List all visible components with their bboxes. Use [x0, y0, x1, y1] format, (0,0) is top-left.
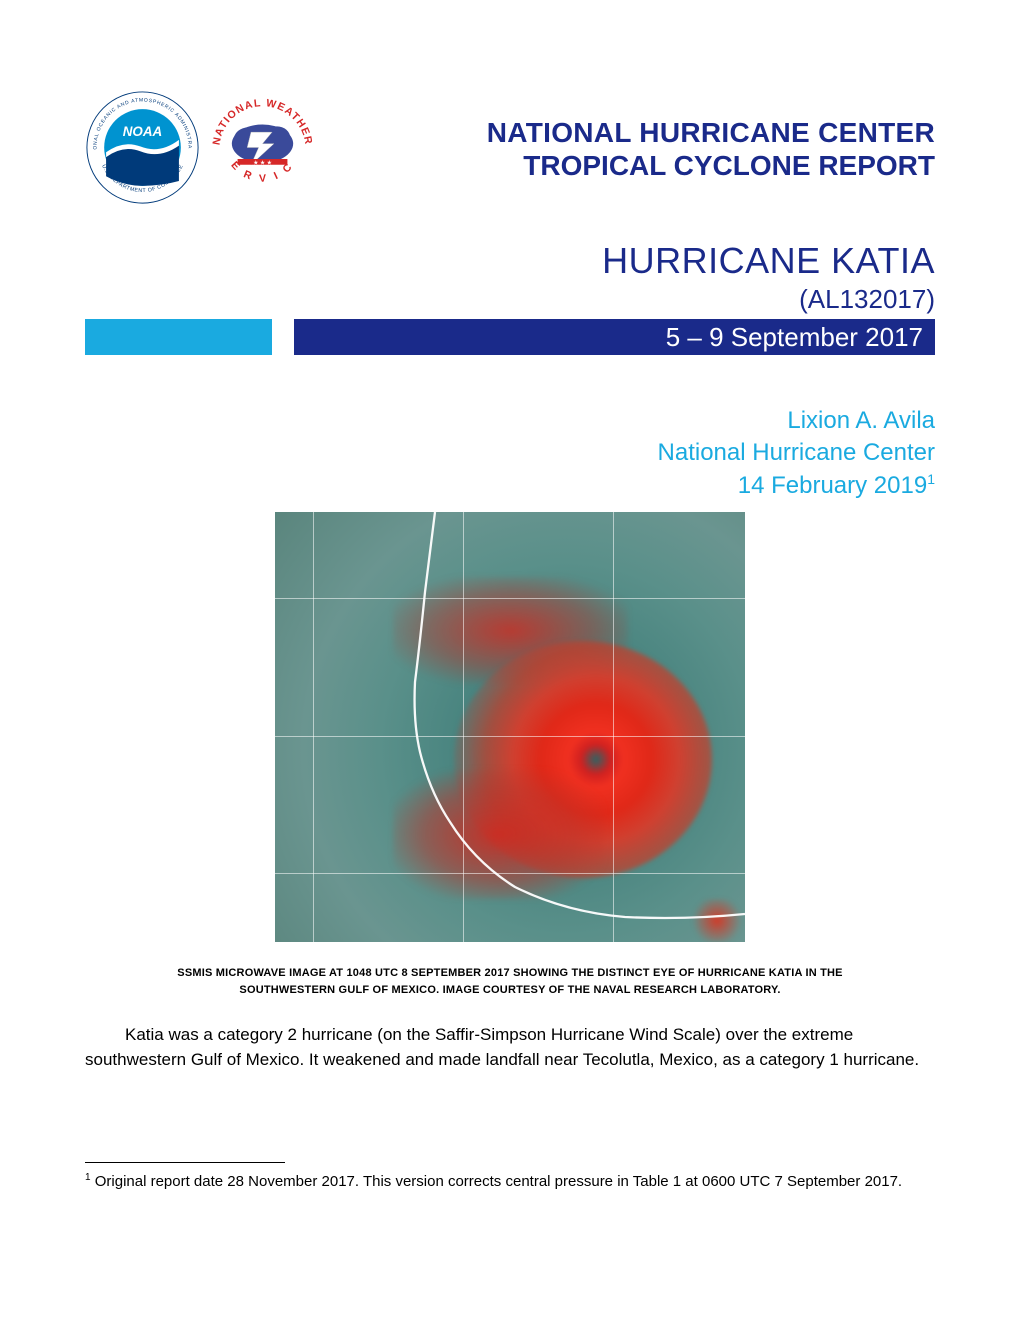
- satellite-figure: [85, 512, 935, 947]
- figure-caption: SSMIS MICROWAVE IMAGE AT 1048 UTC 8 SEPT…: [105, 965, 915, 998]
- date-bar-accent: [85, 319, 272, 355]
- author-name: Lixion A. Avila: [85, 405, 935, 437]
- storm-id: (AL132017): [85, 284, 935, 315]
- summary-paragraph: Katia was a category 2 hurricane (on the…: [85, 1023, 935, 1072]
- author-org: National Hurricane Center: [85, 437, 935, 469]
- storm-heading: HURRICANE KATIA (AL132017): [85, 240, 935, 315]
- footnote-rule: [85, 1162, 285, 1163]
- agency-logos: NOAA NATIONAL OCEANIC AND ATMOSPHERIC AD…: [85, 90, 320, 205]
- nws-logo-icon: NATIONAL WEATHER S E R V I C E ★ ★ ★: [205, 90, 320, 205]
- report-date: 14 February 20191: [85, 470, 935, 502]
- svg-text:NOAA: NOAA: [123, 124, 162, 139]
- storm-name: HURRICANE KATIA: [85, 240, 935, 282]
- report-title: NATIONAL HURRICANE CENTER TROPICAL CYCLO…: [330, 90, 935, 182]
- date-bar: 5 – 9 September 2017: [85, 319, 935, 355]
- title-line1: NATIONAL HURRICANE CENTER: [330, 115, 935, 150]
- title-line2: TROPICAL CYCLONE REPORT: [330, 150, 935, 182]
- author-block: Lixion A. Avila National Hurricane Cente…: [85, 405, 935, 502]
- satellite-image: [275, 512, 745, 942]
- storm-dates: 5 – 9 September 2017: [294, 319, 935, 355]
- footnote: 1 Original report date 28 November 2017.…: [85, 1171, 935, 1192]
- svg-text:★ ★ ★: ★ ★ ★: [253, 159, 272, 166]
- noaa-logo-icon: NOAA NATIONAL OCEANIC AND ATMOSPHERIC AD…: [85, 90, 200, 205]
- satellite-grid: [275, 512, 745, 942]
